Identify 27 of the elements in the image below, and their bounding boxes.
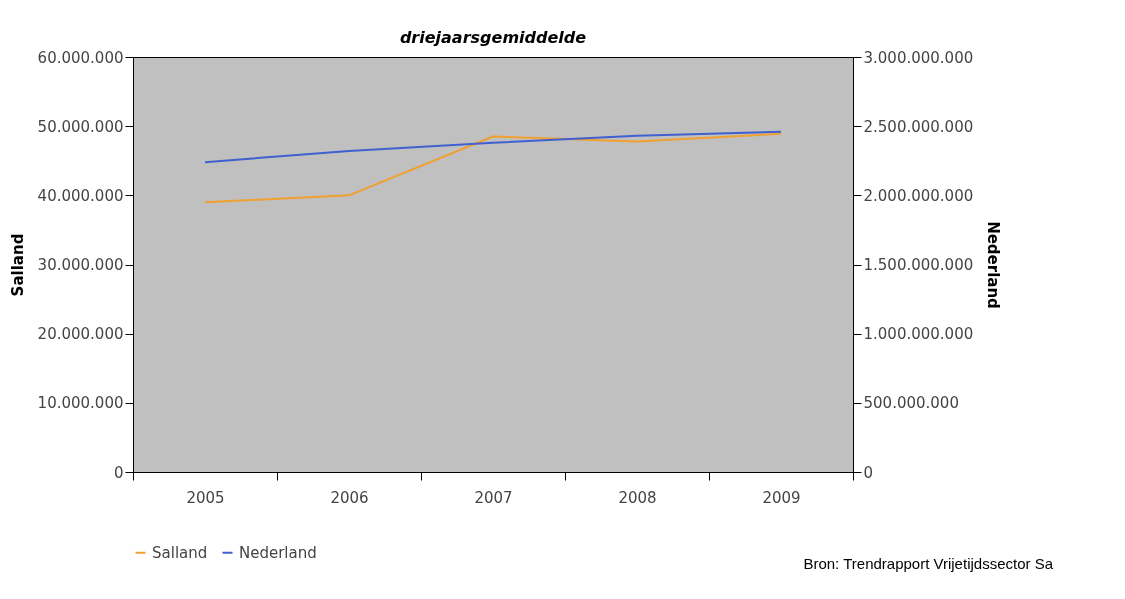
y2-tick-label: 2.000.000.000 <box>863 186 974 205</box>
y2-tick-label: 3.000.000.000 <box>863 48 974 67</box>
line-series <box>204 130 782 164</box>
y2-tick-label: 0 <box>863 463 874 482</box>
line-series <box>204 132 782 204</box>
y2-tick-label: 500.000.000 <box>863 394 959 413</box>
y-tick-label: 50.000.000 <box>37 117 124 136</box>
y-tick-label: 60.000.000 <box>37 48 124 67</box>
y2-tick-label: 2.500.000.000 <box>863 117 974 136</box>
legend-label: Nederland <box>239 543 317 562</box>
chart-title: driejaarsgemiddelde <box>399 28 587 47</box>
y2-tick-label: 1.000.000.000 <box>863 325 974 344</box>
y2-axis-title: Nederland <box>984 221 1003 309</box>
y-tick-label: 40.000.000 <box>37 186 124 205</box>
x-tick-label: 2005 <box>186 488 225 507</box>
x-tick-label: 2009 <box>762 488 801 507</box>
y-axis-title: Salland <box>8 233 27 297</box>
y-tick-label: 0 <box>113 463 124 482</box>
legend-label: Salland <box>152 543 208 562</box>
y-tick-label: 20.000.000 <box>37 325 124 344</box>
y-tick-label: 30.000.000 <box>37 256 124 274</box>
x-tick-label: 2008 <box>618 488 657 507</box>
y2-tick-label: 1.500.000.000 <box>863 256 974 274</box>
y-tick-label: 10.000.000 <box>37 394 124 413</box>
text: Bron: Trendrapport Vrijetijdssector Sa <box>803 555 1054 572</box>
x-tick-label: 2007 <box>474 488 513 507</box>
x-tick-label: 2006 <box>330 488 369 507</box>
